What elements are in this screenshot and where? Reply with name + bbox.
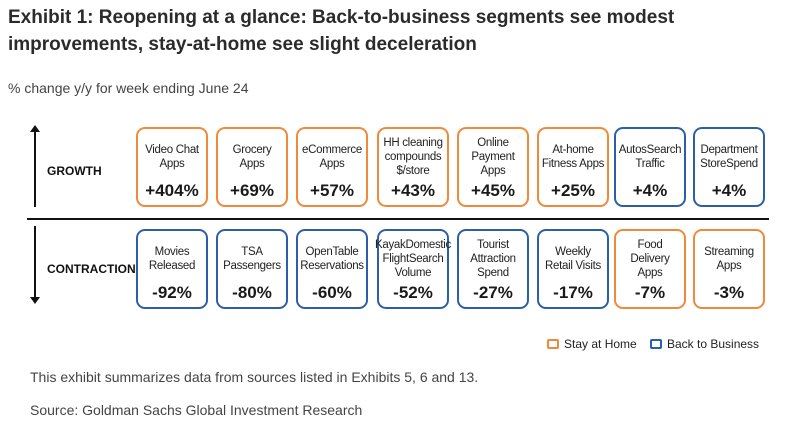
metric-value: -27%: [473, 283, 513, 302]
metric-label: Tourist Attraction Spend: [470, 239, 516, 279]
growth-metric-card: Video Chat Apps +404%: [136, 127, 208, 207]
metric-label: Movies Released: [148, 246, 196, 272]
metric-label: KayakDomestic FlightSearch Volume: [375, 239, 451, 279]
contraction-metric-card: OpenTable Reservations -60%: [296, 229, 368, 309]
metric-value: -60%: [312, 283, 352, 302]
legend-stay-at-home-label: Stay at Home: [564, 337, 637, 351]
metric-value: +69%: [230, 181, 274, 200]
metric-value: +404%: [145, 181, 199, 200]
footnote: This exhibit summarizes data from source…: [30, 369, 479, 385]
exhibit-title: Exhibit 1: Reopening at a glance: Back-t…: [8, 7, 675, 55]
stay-at-home-swatch-icon: [547, 339, 559, 349]
metric-label: HH cleaning compounds $/store: [383, 137, 443, 177]
metric-label: Food Delivery Apps: [630, 239, 670, 279]
legend-back-to-business: Back to Business: [650, 337, 759, 351]
contraction-metric-card: Food Delivery Apps -7%: [614, 229, 686, 309]
growth-metric-card: Grocery Apps +69%: [216, 127, 288, 207]
metric-label: Grocery Apps: [232, 144, 272, 170]
contraction-metric-card: TSA Passengers -80%: [216, 229, 288, 309]
growth-metric-card: Department StoreSpend +4%: [693, 127, 765, 207]
growth-metric-card: AutosSearch Traffic +4%: [614, 127, 686, 207]
metric-label: AutosSearch Traffic: [618, 144, 682, 170]
metric-label: Department StoreSpend: [700, 144, 758, 170]
metric-label: eCommerce Apps: [302, 144, 362, 170]
source-note: Source: Goldman Sachs Global Investment …: [30, 402, 363, 418]
growth-metric-card: eCommerce Apps +57%: [296, 127, 368, 207]
metric-value: +25%: [551, 181, 595, 200]
contraction-arrow-icon: [30, 226, 40, 304]
contraction-row-label: CONTRACTION: [47, 262, 136, 276]
growth-metric-card: Online Payment Apps +45%: [457, 127, 529, 207]
metric-value: +4%: [632, 181, 668, 200]
metric-value: -17%: [553, 283, 593, 302]
metric-value: +45%: [471, 181, 515, 200]
metric-label: TSA Passengers: [223, 246, 281, 272]
metric-label: Online Payment Apps: [471, 137, 515, 177]
contraction-metric-card: Weekly Retail Visits -17%: [537, 229, 609, 309]
growth-metric-card: At-home Fitness Apps +25%: [537, 127, 609, 207]
contraction-metric-card: Tourist Attraction Spend -27%: [457, 229, 529, 309]
metric-value: -7%: [634, 283, 666, 302]
metric-label: Streaming Apps: [704, 246, 754, 272]
contraction-metric-card: KayakDomestic FlightSearch Volume -52%: [375, 229, 451, 309]
growth-row-label: GROWTH: [47, 164, 102, 178]
metric-label: At-home Fitness Apps: [541, 144, 605, 170]
metric-value: -80%: [232, 283, 272, 302]
growth-metric-card: HH cleaning compounds $/store +43%: [377, 127, 449, 207]
metric-value: -52%: [393, 283, 433, 302]
contraction-metric-card: Movies Released -92%: [136, 229, 208, 309]
growth-arrow-icon: [30, 125, 40, 207]
metric-value: +4%: [711, 181, 747, 200]
row-divider: [27, 218, 769, 220]
metric-value: +43%: [391, 181, 435, 200]
metric-value: -3%: [713, 283, 745, 302]
metric-label: Video Chat Apps: [145, 144, 199, 170]
metric-value: -92%: [152, 283, 192, 302]
legend-back-to-business-label: Back to Business: [667, 337, 760, 351]
exhibit-subtitle: % change y/y for week ending June 24: [8, 80, 249, 96]
back-to-business-swatch-icon: [650, 339, 662, 349]
contraction-metric-card: Streaming Apps -3%: [693, 229, 765, 309]
legend-stay-at-home: Stay at Home: [547, 337, 637, 351]
metric-label: OpenTable Reservations: [300, 246, 364, 272]
metric-label: Weekly Retail Visits: [545, 246, 601, 272]
metric-value: +57%: [310, 181, 354, 200]
